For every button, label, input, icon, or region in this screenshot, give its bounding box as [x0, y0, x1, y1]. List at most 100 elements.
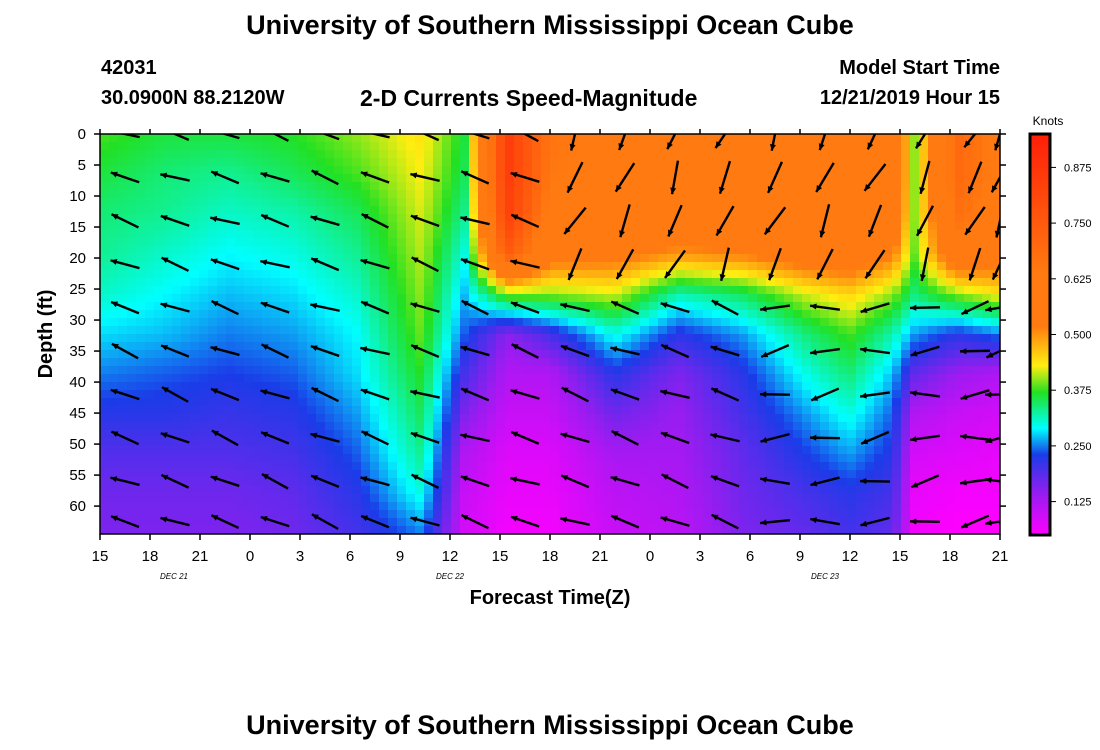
- heatmap-cell: [667, 350, 677, 359]
- heatmap-cell: [244, 382, 254, 391]
- heatmap-cell: [343, 334, 353, 343]
- heatmap-cell: [442, 158, 452, 167]
- heatmap-cell: [883, 134, 893, 143]
- heatmap-cell: [703, 478, 713, 487]
- heatmap-cell: [577, 390, 587, 399]
- heatmap-cell: [811, 334, 821, 343]
- heatmap-cell: [865, 246, 875, 255]
- heatmap-cell: [649, 310, 659, 319]
- heatmap-cell: [982, 214, 992, 223]
- heatmap-cell: [433, 430, 443, 439]
- heatmap-cell: [631, 246, 641, 255]
- heatmap-cell: [685, 150, 695, 159]
- heatmap-cell: [919, 342, 929, 351]
- heatmap-cell: [280, 142, 290, 151]
- heatmap-cell: [226, 430, 236, 439]
- heatmap-cell: [883, 390, 893, 399]
- heatmap-cell: [658, 462, 668, 471]
- heatmap-cell: [289, 286, 299, 295]
- heatmap-cell: [703, 238, 713, 247]
- heatmap-cell: [631, 526, 641, 534]
- heatmap-cell: [982, 430, 992, 439]
- heatmap-cell: [109, 214, 119, 223]
- heatmap-cell: [406, 182, 416, 191]
- heatmap-cell: [829, 198, 839, 207]
- heatmap-cell: [172, 214, 182, 223]
- heatmap-cell: [550, 222, 560, 231]
- heatmap-cell: [658, 150, 668, 159]
- heatmap-cell: [190, 198, 200, 207]
- heatmap-cell: [820, 246, 830, 255]
- heatmap-cell: [910, 334, 920, 343]
- heatmap-cell: [460, 358, 470, 367]
- heatmap-cell: [136, 510, 146, 519]
- heatmap-cell: [604, 174, 614, 183]
- heatmap-cell: [766, 174, 776, 183]
- heatmap-cell: [892, 446, 902, 455]
- heatmap-cell: [631, 398, 641, 407]
- heatmap-cell: [235, 270, 245, 279]
- heatmap-cell: [955, 198, 965, 207]
- heatmap-cell: [982, 318, 992, 327]
- heatmap-cell: [721, 310, 731, 319]
- heatmap-cell: [271, 486, 281, 495]
- heatmap-cell: [163, 486, 173, 495]
- heatmap-cell: [595, 206, 605, 215]
- heatmap-cell: [676, 254, 686, 263]
- heatmap-cell: [523, 230, 533, 239]
- heatmap-cell: [577, 166, 587, 175]
- heatmap-cell: [784, 278, 794, 287]
- heatmap-cell: [658, 382, 668, 391]
- heatmap-cell: [262, 518, 272, 527]
- heatmap-cell: [172, 366, 182, 375]
- heatmap-cell: [496, 342, 506, 351]
- heatmap-cell: [703, 278, 713, 287]
- heatmap-cell: [631, 374, 641, 383]
- heatmap-cell: [829, 470, 839, 479]
- heatmap-cell: [100, 182, 110, 191]
- heatmap-cell: [928, 182, 938, 191]
- heatmap-cell: [136, 214, 146, 223]
- heatmap-cell: [955, 318, 965, 327]
- heatmap-cell: [343, 486, 353, 495]
- heatmap-cell: [910, 510, 920, 519]
- heatmap-cell: [172, 190, 182, 199]
- heatmap-cell: [811, 430, 821, 439]
- heatmap-cell: [883, 262, 893, 271]
- heatmap-cell: [685, 318, 695, 327]
- heatmap-cell: [883, 254, 893, 263]
- heatmap-cell: [442, 334, 452, 343]
- heatmap-cell: [244, 286, 254, 295]
- heatmap-cell: [694, 446, 704, 455]
- heatmap-cell: [964, 398, 974, 407]
- heatmap-cell: [208, 286, 218, 295]
- heatmap-cell: [460, 366, 470, 375]
- heatmap-cell: [982, 510, 992, 519]
- heatmap-cell: [460, 158, 470, 167]
- heatmap-cell: [910, 286, 920, 295]
- heatmap-cell: [892, 246, 902, 255]
- heatmap-cell: [964, 270, 974, 279]
- heatmap-cell: [100, 238, 110, 247]
- heatmap-cell: [136, 446, 146, 455]
- heatmap-cell: [523, 310, 533, 319]
- heatmap-cell: [199, 462, 209, 471]
- heatmap-cell: [685, 142, 695, 151]
- heatmap-cell: [685, 526, 695, 534]
- heatmap-cell: [883, 190, 893, 199]
- heatmap-cell: [307, 246, 317, 255]
- heatmap-cell: [379, 310, 389, 319]
- heatmap-cell: [910, 414, 920, 423]
- heatmap-cell: [172, 342, 182, 351]
- heatmap-cell: [703, 206, 713, 215]
- heatmap-cell: [154, 510, 164, 519]
- heatmap-cell: [316, 270, 326, 279]
- heatmap-cell: [163, 406, 173, 415]
- heatmap-cell: [595, 502, 605, 511]
- heatmap-cell: [766, 198, 776, 207]
- heatmap-cell: [964, 182, 974, 191]
- heatmap-cell: [838, 318, 848, 327]
- heatmap-cell: [847, 510, 857, 519]
- heatmap-cell: [181, 526, 191, 534]
- heatmap-cell: [235, 294, 245, 303]
